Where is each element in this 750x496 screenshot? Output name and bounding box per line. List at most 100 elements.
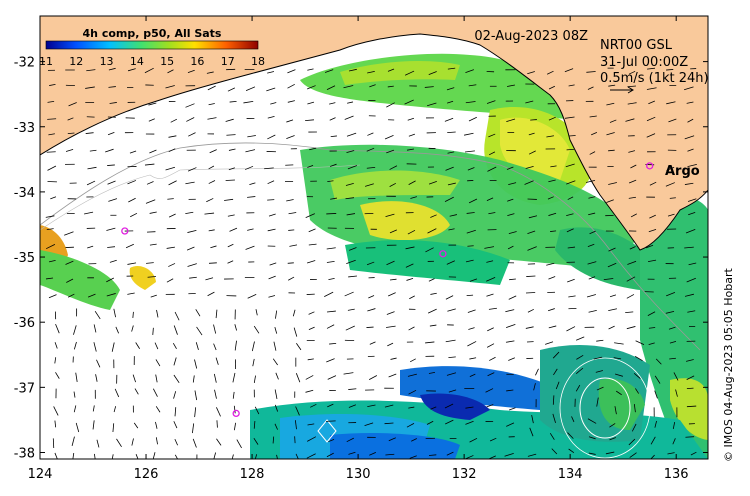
current-vector <box>288 212 297 215</box>
current-vector <box>428 278 435 282</box>
current-vector <box>111 342 115 352</box>
current-vector <box>168 213 176 218</box>
current-vector <box>127 68 136 72</box>
current-vector <box>308 326 315 330</box>
current-vector <box>684 246 694 249</box>
current-vector <box>125 243 134 249</box>
current-vector <box>446 87 455 91</box>
current-vector <box>646 87 657 90</box>
current-vector <box>209 149 217 154</box>
current-vector <box>424 86 434 88</box>
current-vector <box>108 67 116 71</box>
current-vector <box>665 182 675 187</box>
current-vector <box>650 454 655 459</box>
current-vector <box>150 294 157 298</box>
current-vector <box>389 182 397 187</box>
current-vector <box>445 339 456 343</box>
current-vector <box>463 132 474 136</box>
current-vector <box>467 167 475 171</box>
current-vector <box>229 100 237 103</box>
current-vector <box>369 84 376 88</box>
current-vector <box>405 263 414 268</box>
current-vector <box>489 356 496 361</box>
current-vector <box>348 68 357 72</box>
shelf-inner-contour <box>40 164 361 231</box>
current-vector <box>609 119 617 123</box>
current-vector <box>249 182 256 186</box>
current-vector <box>310 403 317 408</box>
current-vector <box>347 308 355 311</box>
current-vector <box>329 117 336 121</box>
current-vector <box>274 389 278 400</box>
current-vector <box>446 372 457 376</box>
current-vector <box>327 403 334 408</box>
current-vector <box>87 245 94 249</box>
current-vector <box>307 423 315 426</box>
current-vector <box>525 100 534 104</box>
current-vector <box>386 260 395 266</box>
current-vector <box>596 397 599 407</box>
current-vector <box>156 309 159 318</box>
current-vector <box>114 388 120 398</box>
current-vector <box>185 211 194 215</box>
current-vector <box>385 213 395 217</box>
current-vector <box>626 294 635 299</box>
sst-field <box>40 53 708 459</box>
current-vector <box>569 135 576 137</box>
current-vector <box>84 211 94 215</box>
current-vector <box>194 407 197 418</box>
colorbar-tick-label: 11 <box>39 55 53 68</box>
lat-tick-label: -38 <box>14 446 35 461</box>
current-vector <box>411 438 417 442</box>
current-vector <box>348 275 357 278</box>
current-vector <box>406 422 415 428</box>
current-vector <box>347 101 354 104</box>
current-vector <box>186 246 195 251</box>
current-vector <box>296 343 302 351</box>
current-vector <box>168 135 177 138</box>
argo-float-marker <box>232 409 240 418</box>
current-vector <box>251 341 255 352</box>
current-vector <box>428 371 436 374</box>
current-vector <box>648 342 655 345</box>
current-vector <box>233 405 236 414</box>
current-vector <box>444 403 454 409</box>
current-vector <box>410 196 417 199</box>
plot-frame <box>39 15 709 460</box>
current-vector <box>505 340 515 343</box>
current-vector <box>208 262 217 264</box>
current-vector <box>54 420 57 428</box>
current-vector <box>553 368 558 376</box>
current-vector <box>630 164 637 169</box>
current-vector <box>195 342 199 351</box>
latitude-axis: -32 -33 -34 -35 -36 -37 -38 <box>14 56 708 461</box>
current-vector <box>487 166 497 172</box>
current-vector <box>507 198 514 202</box>
current-vector <box>546 135 554 138</box>
current-vector <box>96 439 100 448</box>
current-vector <box>445 166 454 171</box>
current-vector <box>253 375 256 383</box>
current-vector <box>116 438 122 448</box>
current-vector <box>254 454 258 459</box>
current-vector <box>367 132 374 136</box>
current-vector <box>252 358 255 367</box>
current-vector <box>606 102 615 106</box>
current-vector <box>267 134 276 140</box>
current-vector <box>614 373 623 377</box>
colorbar-tick-label: 13 <box>100 55 114 68</box>
current-vector <box>686 375 695 380</box>
current-vector <box>447 182 456 186</box>
current-vector <box>232 391 235 399</box>
current-vector <box>666 292 676 297</box>
current-vector <box>213 343 217 351</box>
current-vector <box>307 436 317 442</box>
current-vector <box>508 357 515 361</box>
current-vector <box>204 212 215 215</box>
current-vector <box>273 341 277 351</box>
current-vector <box>108 198 118 202</box>
current-vector <box>567 196 574 200</box>
current-vector <box>635 340 645 345</box>
current-vector <box>609 423 616 428</box>
current-vector <box>369 451 377 456</box>
